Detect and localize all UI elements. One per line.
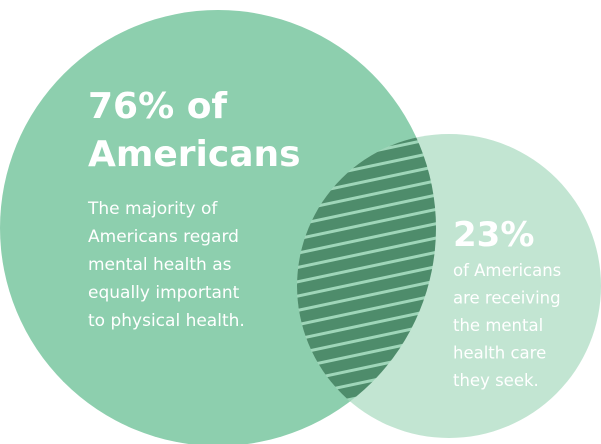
body-text: the mental xyxy=(453,316,543,335)
headline: 76% of xyxy=(88,86,227,127)
text-layer: 76% of Americans The majority of Americans … xyxy=(87,86,561,390)
body-text: they seek. xyxy=(453,371,539,390)
body-text: to physical health. xyxy=(88,311,245,331)
body-text: The majority of xyxy=(87,199,218,219)
intersection xyxy=(297,134,436,438)
body-text: mental health as xyxy=(88,255,232,275)
body-text: Americans regard xyxy=(88,227,239,247)
body-text: are receiving xyxy=(453,289,561,308)
headline: Americans xyxy=(88,134,301,175)
body-text: health care xyxy=(453,344,546,363)
headline: 23% xyxy=(453,215,534,255)
body-text: equally important xyxy=(88,283,240,303)
body-text: of Americans xyxy=(453,261,561,280)
